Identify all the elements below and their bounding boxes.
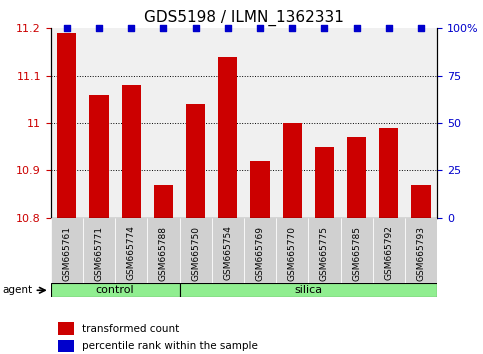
Point (128, 25, 135, 31)
FancyBboxPatch shape (212, 218, 244, 283)
Text: GSM665761: GSM665761 (62, 225, 71, 281)
Text: GSM665785: GSM665785 (352, 225, 361, 281)
FancyBboxPatch shape (115, 218, 147, 283)
Bar (89, 95, 109, 218)
Text: GSM665775: GSM665775 (320, 225, 329, 281)
Text: agent: agent (2, 285, 33, 295)
FancyBboxPatch shape (373, 218, 405, 283)
Bar (347, 137, 366, 218)
Bar (283, 123, 302, 218)
FancyBboxPatch shape (341, 218, 373, 283)
Point (353, 25, 360, 31)
Point (385, 25, 393, 31)
Text: silica: silica (294, 285, 322, 295)
Point (321, 25, 328, 31)
Text: GSM665750: GSM665750 (191, 225, 200, 281)
FancyBboxPatch shape (51, 218, 83, 283)
Bar (58, 340, 74, 352)
Bar (154, 184, 173, 218)
Text: percentile rank within the sample: percentile rank within the sample (82, 341, 257, 351)
FancyBboxPatch shape (308, 218, 341, 283)
Bar (412, 184, 431, 218)
FancyBboxPatch shape (180, 218, 212, 283)
Bar (315, 147, 334, 218)
Point (192, 25, 199, 31)
Bar (122, 85, 141, 218)
Point (95, 25, 103, 31)
FancyBboxPatch shape (147, 218, 180, 283)
Bar (57, 33, 76, 218)
Text: GSM665771: GSM665771 (95, 225, 103, 281)
Bar (186, 104, 205, 218)
FancyBboxPatch shape (244, 218, 276, 283)
Text: GSM665788: GSM665788 (159, 225, 168, 281)
FancyBboxPatch shape (276, 218, 308, 283)
FancyBboxPatch shape (51, 283, 180, 297)
Text: GSM665769: GSM665769 (256, 225, 265, 281)
Bar (218, 57, 238, 218)
Text: control: control (96, 285, 134, 295)
FancyBboxPatch shape (405, 218, 437, 283)
Text: GSM665793: GSM665793 (416, 225, 426, 281)
Bar (250, 161, 270, 218)
FancyBboxPatch shape (180, 283, 437, 297)
Point (417, 25, 425, 31)
Text: transformed count: transformed count (82, 324, 179, 333)
Bar (379, 128, 398, 218)
Text: GSM665754: GSM665754 (223, 225, 232, 280)
Point (63, 25, 71, 31)
Point (159, 25, 167, 31)
Point (288, 25, 296, 31)
FancyBboxPatch shape (83, 218, 115, 283)
Bar (58, 322, 74, 335)
Text: GSM665792: GSM665792 (384, 225, 393, 280)
Text: GSM665770: GSM665770 (288, 225, 297, 281)
Point (256, 25, 264, 31)
Point (224, 25, 232, 31)
Title: GDS5198 / ILMN_1362331: GDS5198 / ILMN_1362331 (144, 9, 344, 25)
Text: GSM665774: GSM665774 (127, 225, 136, 280)
